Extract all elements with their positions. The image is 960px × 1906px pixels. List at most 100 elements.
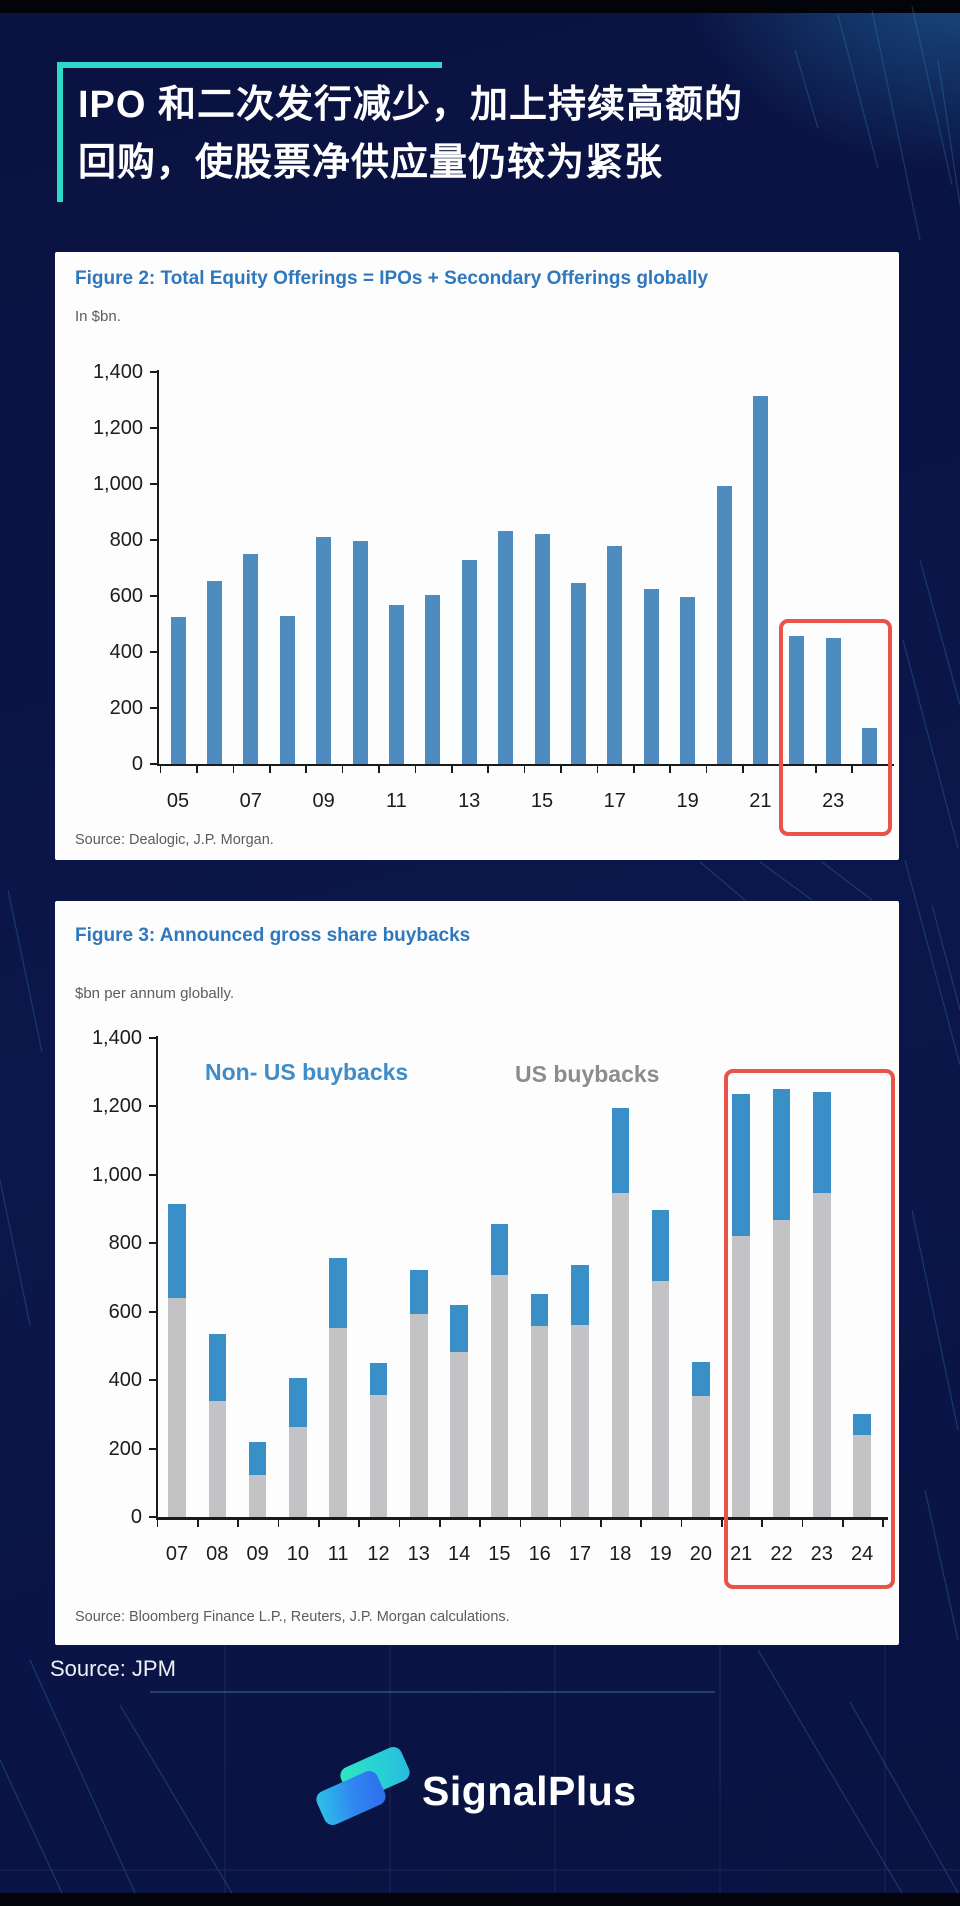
x-axis-tick — [815, 766, 817, 774]
x-axis-tick — [358, 1520, 360, 1527]
bar-segment-17 — [571, 1324, 589, 1517]
bar-segment-14 — [450, 1351, 468, 1517]
legend-non-us-buybacks: Non- US buybacks — [205, 1059, 409, 1085]
y-axis-tick — [149, 1036, 156, 1039]
x-axis-label-23: 23 — [810, 1543, 833, 1565]
y-axis-tick-label: 0 — [130, 1506, 142, 1528]
x-axis-tick — [721, 1520, 723, 1527]
bar-segment-23 — [813, 1193, 831, 1517]
x-axis-label-11: 11 — [327, 1543, 349, 1565]
y-axis-tick — [150, 595, 157, 597]
bar-15 — [534, 533, 550, 764]
x-axis-label-17: 17 — [568, 1543, 592, 1565]
bar-segment-20 — [692, 1396, 710, 1517]
x-axis-tick — [801, 1520, 804, 1527]
x-axis-label-17: 17 — [603, 790, 626, 812]
x-axis-tick — [560, 766, 562, 774]
bar-13 — [461, 560, 477, 764]
bar-segment-24 — [853, 1435, 871, 1517]
bar-24 — [862, 728, 878, 764]
x-axis-label-07: 07 — [165, 1543, 189, 1565]
x-axis-label-22: 22 — [770, 1543, 793, 1565]
x-axis-line — [157, 764, 894, 767]
x-axis-tick — [559, 1520, 562, 1527]
x-axis-tick — [197, 1520, 199, 1527]
x-axis-tick — [378, 766, 380, 774]
legend-us-buybacks: US buybacks — [515, 1061, 660, 1087]
bar-segment-08 — [208, 1400, 227, 1517]
x-axis-tick — [398, 1520, 401, 1527]
x-axis-tick — [159, 766, 162, 774]
bar-16 — [570, 582, 586, 764]
x-axis-label-11: 11 — [386, 790, 407, 812]
highlight-box — [724, 1069, 895, 1589]
x-axis-label-21: 21 — [730, 1543, 753, 1565]
y-axis-tick — [150, 539, 157, 541]
y-axis-tick — [149, 1173, 156, 1176]
y-axis-tick — [150, 483, 157, 485]
bar-segment-15 — [490, 1224, 509, 1275]
bar-09 — [316, 536, 332, 764]
x-axis-tick — [438, 1520, 441, 1527]
bottom-black-strip — [0, 1893, 960, 1906]
y-axis-tick-label: 400 — [108, 1369, 142, 1391]
bar-segment-19 — [651, 1210, 670, 1281]
x-axis-tick — [479, 1520, 481, 1527]
bar-segment-18 — [611, 1193, 630, 1517]
y-axis-tick — [150, 707, 157, 709]
y-axis-tick-label: 1,400 — [91, 1026, 142, 1049]
figure3-subtitle: $bn per annum globally. — [75, 985, 234, 1002]
figure2-panel: Figure 2: Total Equity Offerings = IPOs … — [55, 252, 899, 860]
x-axis-label-21: 21 — [749, 790, 772, 812]
x-axis-tick — [277, 1520, 280, 1527]
x-axis-tick — [761, 1520, 763, 1527]
y-axis-tick-label: 800 — [108, 1232, 142, 1254]
y-axis-tick-label: 200 — [108, 1437, 142, 1460]
bar-segment-11 — [329, 1258, 347, 1328]
x-axis-tick — [600, 1520, 602, 1527]
bar-segment-10 — [289, 1378, 307, 1428]
page-title-line1: IPO 和二次发行减少，加上持续高额的 — [78, 84, 744, 126]
bar-segment-24 — [853, 1414, 871, 1436]
y-axis-tick — [149, 1379, 156, 1381]
x-axis-label-13: 13 — [458, 790, 481, 812]
bar-segment-18 — [611, 1107, 630, 1194]
x-axis-tick — [633, 766, 635, 774]
bar-segment-21 — [732, 1236, 750, 1517]
figure2-source: Source: Dealogic, J.P. Morgan. — [75, 832, 274, 848]
bar-segment-13 — [410, 1314, 428, 1517]
x-axis-tick — [305, 766, 307, 774]
y-axis-tick-label: 800 — [109, 529, 143, 551]
y-axis-line — [156, 1035, 159, 1519]
x-axis-label-05: 05 — [166, 790, 190, 812]
x-axis-tick — [669, 766, 671, 774]
x-axis-tick — [232, 766, 235, 774]
x-axis-label-10: 10 — [286, 1543, 310, 1565]
y-axis-tick-label: 400 — [109, 641, 143, 663]
figure2-bar-chart: 0 200 400 600 800 1,000 1,200 1,400 05 07 09 11 13 15… — [55, 252, 899, 860]
signalplus-logo: SignalPlus — [313, 1744, 658, 1834]
x-axis-label-14: 14 — [447, 1543, 471, 1565]
figure2-subtitle: In $bn. — [75, 308, 121, 325]
bar-19 — [680, 596, 696, 764]
footer-source: Source: JPM — [50, 1656, 176, 1681]
y-axis-tick-label: 1,000 — [92, 473, 143, 495]
x-axis-line — [156, 1517, 889, 1520]
x-axis-tick — [519, 1520, 522, 1527]
x-axis-tick — [414, 766, 417, 774]
top-black-strip — [0, 0, 960, 13]
bar-segment-17 — [571, 1265, 589, 1325]
bar-12 — [425, 595, 441, 764]
x-axis-label-15: 15 — [530, 790, 554, 812]
page-title: IPO 和二次发行减少，加上持续高额的 回购，使股票净供应量仍较为紧张 — [78, 76, 918, 192]
signalplus-wave-icon — [313, 1744, 414, 1834]
bar-segment-11 — [329, 1327, 347, 1517]
header-accent-top-rule — [57, 62, 442, 68]
bar-21 — [752, 395, 768, 764]
highlight-box — [779, 619, 892, 836]
x-axis-tick — [640, 1520, 643, 1527]
y-axis-tick — [150, 651, 157, 653]
x-axis-label-09: 09 — [312, 790, 335, 812]
